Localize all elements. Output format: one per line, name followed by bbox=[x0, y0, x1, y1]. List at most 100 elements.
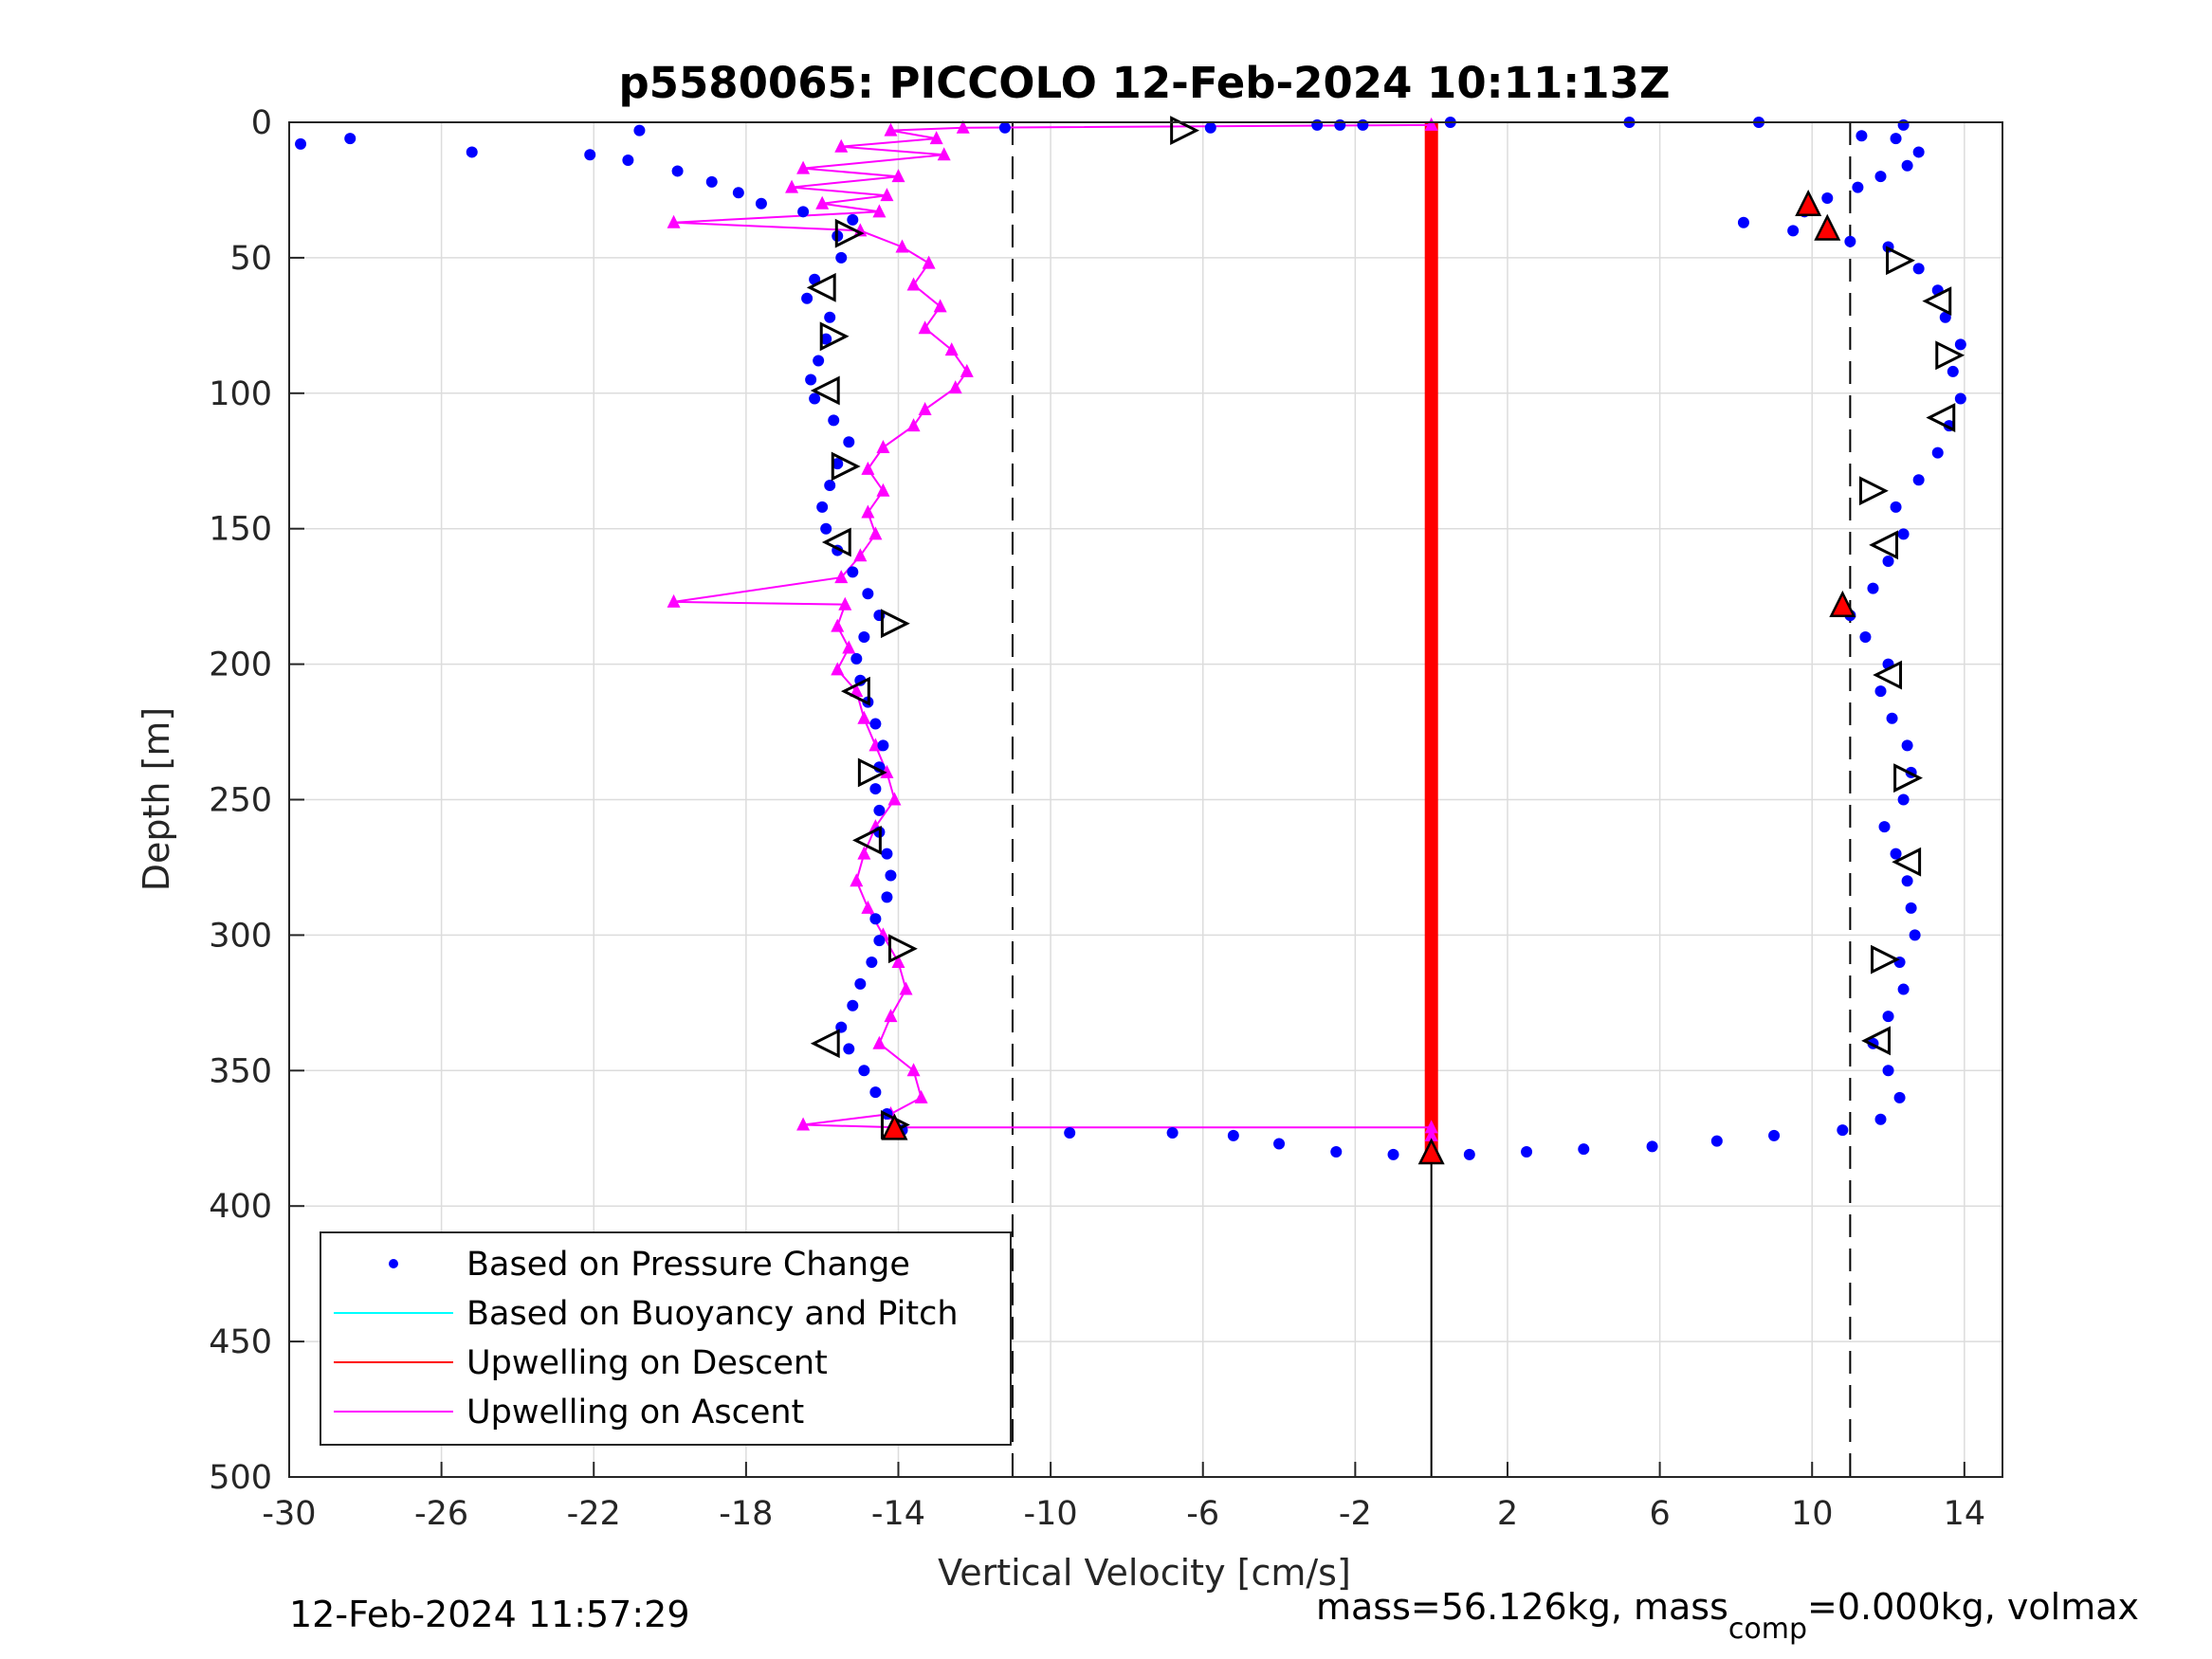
heading-marker bbox=[1858, 476, 1889, 506]
red-event-marker bbox=[1829, 590, 1856, 617]
heading-marker bbox=[1871, 944, 1900, 975]
heading-marker bbox=[821, 527, 851, 557]
pressure-velocity-point bbox=[869, 1086, 882, 1099]
upwelling-ascent-point bbox=[956, 119, 970, 134]
legend: Based on Pressure Change Based on Buoyanc… bbox=[320, 1231, 1012, 1446]
pressure-velocity-point bbox=[1882, 1065, 1894, 1077]
legend-symbol-dot bbox=[389, 1259, 398, 1268]
upwelling-ascent-point bbox=[944, 342, 959, 356]
heading-marker bbox=[834, 218, 865, 248]
pressure-velocity-point bbox=[1890, 133, 1902, 145]
footer-mass-rest: =0.000kg, volmax bbox=[1807, 1586, 2139, 1628]
heading-marker bbox=[840, 676, 870, 706]
x-tick-label: -10 bbox=[1024, 1495, 1078, 1533]
upwelling-ascent-point bbox=[899, 981, 913, 995]
pressure-velocity-point bbox=[1901, 159, 1913, 172]
y-axis-ticks: 0 50 100 150 200 250 300 350 400 450 500 bbox=[209, 104, 304, 1497]
upwelling-ascent-point bbox=[834, 570, 849, 584]
pressure-velocity-point bbox=[1874, 685, 1887, 698]
heading-marker bbox=[831, 451, 861, 482]
pressure-velocity-point bbox=[797, 206, 810, 218]
pressure-velocity-point bbox=[847, 213, 859, 226]
upwelling-ascent-point bbox=[868, 526, 883, 540]
pressure-velocity-point bbox=[820, 522, 832, 535]
y-tick-label: 300 bbox=[209, 917, 272, 955]
series-layer bbox=[295, 117, 1966, 1160]
pressure-velocity-point bbox=[1821, 192, 1834, 205]
x-tick-label: 6 bbox=[1649, 1495, 1670, 1533]
pressure-velocity-point bbox=[1954, 392, 1966, 405]
upwelling-ascent-point bbox=[906, 1063, 921, 1077]
pressure-velocity-point bbox=[998, 121, 1011, 134]
y-axis-label: Depth [m] bbox=[136, 707, 177, 892]
pressure-velocity-point bbox=[1787, 225, 1800, 237]
y-tick-label: 250 bbox=[209, 782, 272, 820]
legend-label: Upwelling on Ascent bbox=[466, 1394, 804, 1431]
pressure-velocity-point bbox=[1357, 118, 1369, 131]
pressure-velocity-point bbox=[1837, 1124, 1849, 1137]
upwelling-ascent-point bbox=[831, 618, 845, 632]
heading-marker bbox=[819, 321, 850, 352]
pressure-velocity-point bbox=[1874, 171, 1887, 183]
pressure-velocity-point bbox=[1852, 181, 1864, 193]
red-event-marker bbox=[1814, 213, 1841, 241]
x-tick-label: -6 bbox=[1186, 1495, 1219, 1533]
pressure-velocity-point bbox=[1768, 1129, 1781, 1141]
pressure-velocity-point bbox=[1912, 263, 1925, 275]
pressure-velocity-point bbox=[1710, 1135, 1723, 1147]
upwelling-ascent-point bbox=[895, 239, 909, 253]
pressure-velocity-point bbox=[843, 436, 855, 448]
y-tick-label: 150 bbox=[209, 511, 272, 549]
heading-marker bbox=[810, 375, 840, 406]
upwelling-ascent-point bbox=[815, 195, 830, 210]
pressure-velocity-point bbox=[1909, 929, 1921, 941]
heading-marker bbox=[852, 825, 882, 855]
pressure-velocity-point bbox=[1912, 146, 1925, 158]
heading-marker bbox=[1893, 763, 1923, 793]
heading-marker bbox=[1892, 847, 1922, 877]
heading-marker bbox=[1861, 1026, 1891, 1056]
upwelling-ascent-point bbox=[831, 662, 845, 676]
upwelling-ascent-point bbox=[1424, 117, 1438, 131]
upwelling-ascent-point bbox=[918, 401, 932, 415]
pressure-velocity-point bbox=[881, 891, 893, 903]
pressure-velocity-point bbox=[1867, 582, 1879, 594]
pressure-velocity-point bbox=[295, 137, 307, 150]
y-tick-label: 200 bbox=[209, 647, 272, 684]
upwelling-ascent-point bbox=[842, 640, 856, 654]
pressure-velocity-point bbox=[633, 124, 646, 137]
x-axis-label: Vertical Velocity [cm/s] bbox=[938, 1552, 1351, 1594]
pressure-velocity-point bbox=[862, 588, 874, 600]
pressure-velocity-point bbox=[1893, 1091, 1906, 1103]
pressure-velocity-point bbox=[877, 739, 889, 752]
upwelling-ascent-point bbox=[933, 299, 947, 313]
pressure-velocity-point bbox=[858, 631, 870, 644]
heading-marker bbox=[1922, 286, 1952, 317]
pressure-velocity-point bbox=[755, 197, 767, 210]
heading-marker bbox=[857, 757, 887, 788]
x-axis-ticks: -30 -26 -22 -18 -14 -10 -6 -2 2 6 10 14 bbox=[262, 1462, 1985, 1533]
reference-lines bbox=[1011, 122, 1852, 1477]
heading-marker bbox=[880, 609, 910, 639]
legend-label: Based on Buoyancy and Pitch bbox=[466, 1295, 959, 1333]
footer-mass-text: mass=56.126kg, mass bbox=[1316, 1586, 1728, 1628]
red-event-marker bbox=[1417, 1138, 1445, 1165]
upwelling-ascent-point bbox=[914, 1089, 928, 1103]
upwelling-ascent-point bbox=[850, 873, 864, 887]
chart-title: p5580065: PICCOLO 12-Feb-2024 10:11:13Z bbox=[618, 58, 1670, 108]
upwelling-ascent-point bbox=[891, 169, 905, 183]
pressure-velocity-point bbox=[1874, 1113, 1887, 1125]
upwelling-ascent-point bbox=[891, 954, 905, 968]
upwelling-ascent-point bbox=[960, 363, 974, 377]
pressure-velocity-point bbox=[1897, 118, 1910, 131]
x-tick-label: 14 bbox=[1944, 1495, 1986, 1533]
pressure-velocity-point bbox=[816, 501, 829, 513]
upwelling-ascent-point bbox=[872, 204, 887, 218]
upwelling-ascent-point bbox=[922, 255, 936, 269]
pressure-velocity-point bbox=[1227, 1129, 1239, 1141]
pressure-velocity-point bbox=[1166, 1127, 1179, 1139]
pressure-velocity-point bbox=[1273, 1138, 1286, 1150]
upwelling-ascent-point bbox=[937, 147, 951, 161]
pressure-velocity-point bbox=[584, 149, 596, 161]
